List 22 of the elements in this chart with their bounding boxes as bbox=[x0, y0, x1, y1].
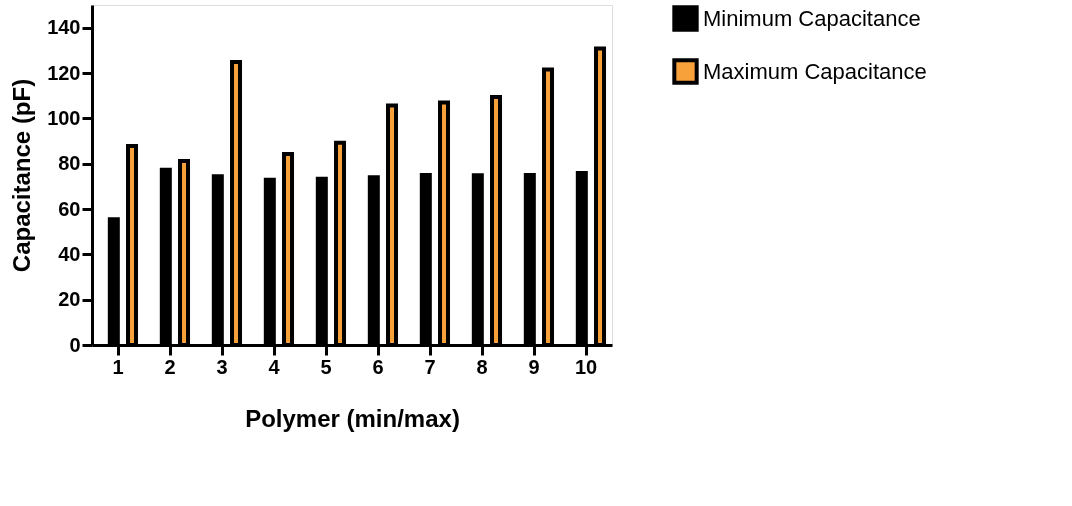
y-tick-label: 0 bbox=[69, 333, 81, 356]
x-tick-label: 9 bbox=[528, 355, 540, 378]
y-tick-label: 40 bbox=[58, 242, 81, 265]
x-tick-label: 3 bbox=[216, 355, 228, 378]
x-tick-label: 7 bbox=[424, 355, 436, 378]
x-tick-label: 6 bbox=[372, 355, 384, 378]
x-axis-title: Polymer (min/max) bbox=[245, 404, 460, 432]
legend-label: Minimum Capacitance bbox=[703, 5, 921, 31]
y-tick-label: 20 bbox=[58, 288, 81, 311]
legend-label: Maximum Capacitance bbox=[703, 58, 927, 84]
x-tick-label: 8 bbox=[476, 355, 488, 378]
y-axis-title: Capacitance (pF) bbox=[8, 78, 36, 273]
x-tick-label: 10 bbox=[574, 355, 598, 378]
y-tick-label: 80 bbox=[58, 152, 81, 175]
x-tick-label: 4 bbox=[268, 355, 281, 378]
x-tick-label: 1 bbox=[112, 355, 124, 378]
y-tick-label: 140 bbox=[47, 16, 81, 39]
y-tick-label: 60 bbox=[58, 197, 81, 220]
y-tick-label: 100 bbox=[47, 106, 81, 129]
x-tick-label: 2 bbox=[164, 355, 176, 378]
x-tick-label: 5 bbox=[320, 355, 332, 378]
y-tick-label: 120 bbox=[47, 61, 81, 84]
